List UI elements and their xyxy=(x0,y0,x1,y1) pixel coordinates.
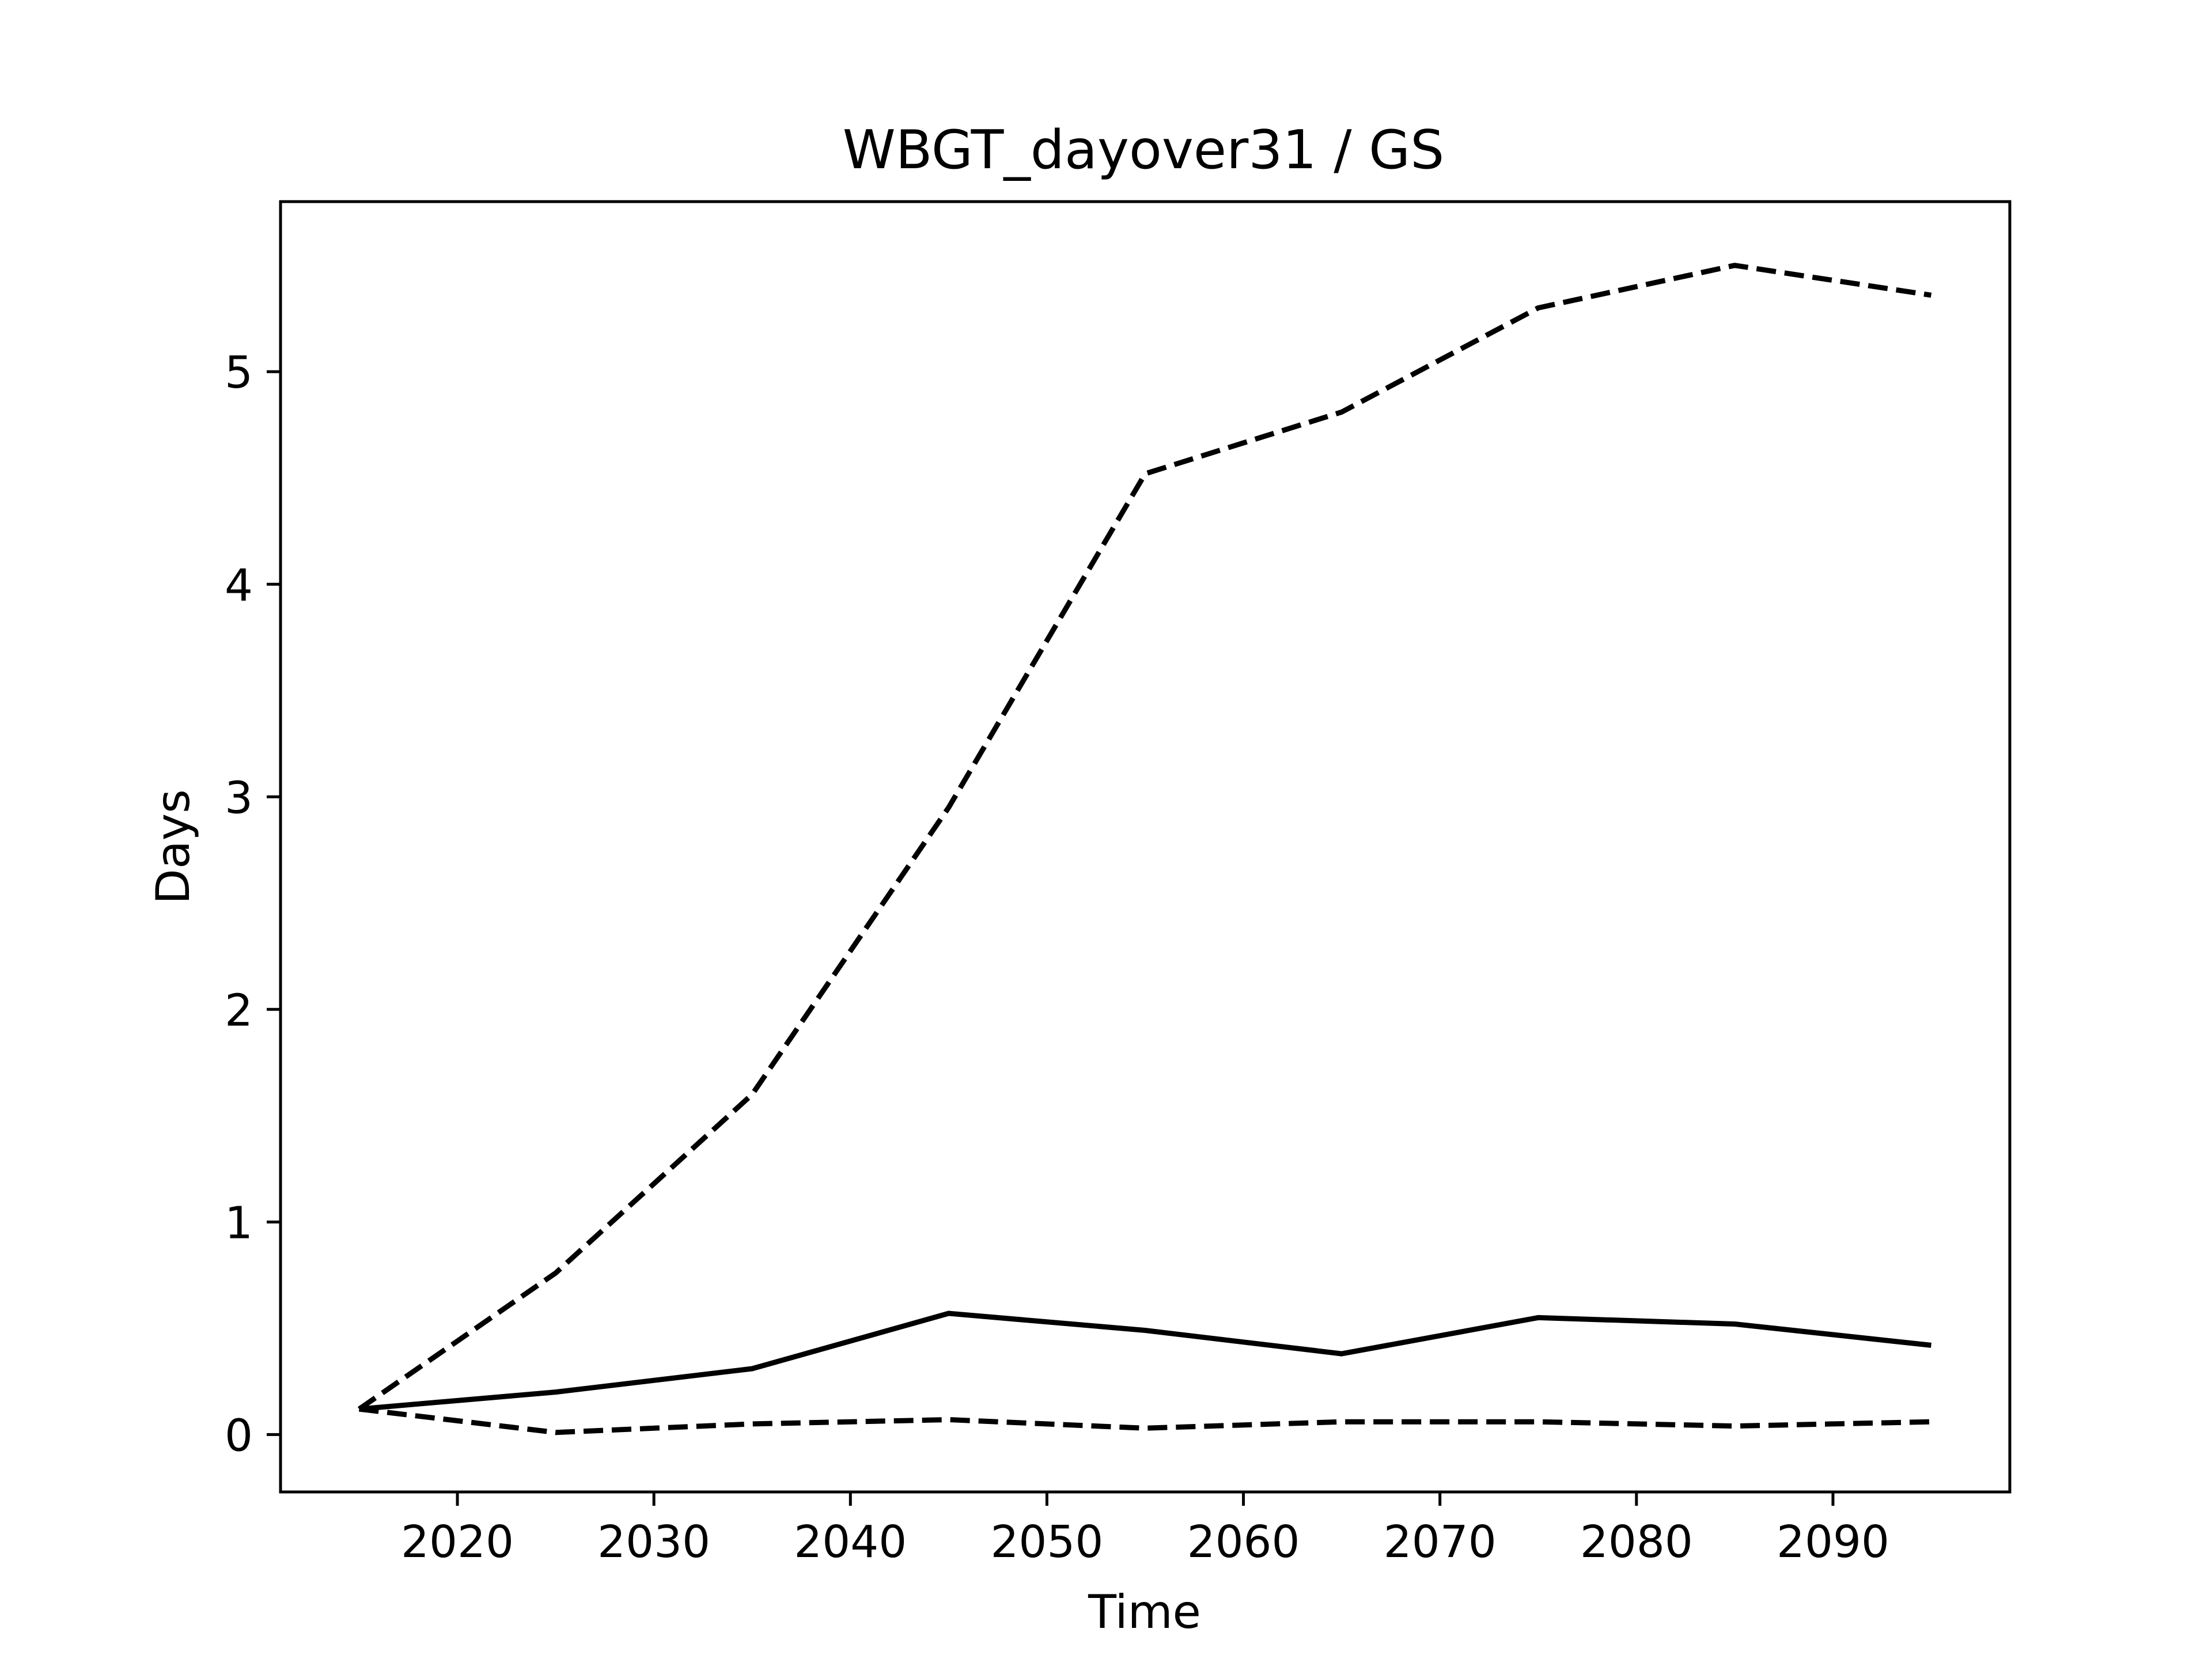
series-line-3 xyxy=(358,1406,1931,1435)
x-tick-label: 2030 xyxy=(597,1517,710,1568)
y-tick-label: 2 xyxy=(225,985,253,1036)
series-line-1 xyxy=(359,1310,1931,1412)
y-tick-label: 4 xyxy=(225,560,253,611)
y-tick-label: 3 xyxy=(225,772,253,824)
x-tick-label: 2020 xyxy=(401,1517,514,1568)
x-tick-label: 2080 xyxy=(1580,1517,1693,1568)
series-layer xyxy=(357,263,1932,1435)
x-tick-label: 2090 xyxy=(1777,1517,1889,1568)
y-tick-label: 5 xyxy=(225,347,253,399)
x-tick-label: 2060 xyxy=(1187,1517,1300,1568)
x-axis-label: Time xyxy=(1088,1585,1201,1639)
x-axis-ticks: 2020 2030 2040 2050 2060 2070 2080 2090 xyxy=(401,1492,1889,1568)
x-tick-label: 2040 xyxy=(794,1517,907,1568)
y-axis-label: Days xyxy=(146,789,200,904)
plot-frame xyxy=(279,200,2012,1494)
y-tick-label: 0 xyxy=(225,1410,253,1461)
x-tick-label: 2070 xyxy=(1384,1517,1497,1568)
series-line-2 xyxy=(357,263,1932,1411)
chart-title: WBGT_dayover31 / GS xyxy=(843,119,1445,181)
x-tick-label: 2050 xyxy=(990,1517,1103,1568)
y-tick-label: 1 xyxy=(225,1198,253,1249)
y-axis-ticks: 0 1 2 3 4 5 xyxy=(225,347,281,1461)
